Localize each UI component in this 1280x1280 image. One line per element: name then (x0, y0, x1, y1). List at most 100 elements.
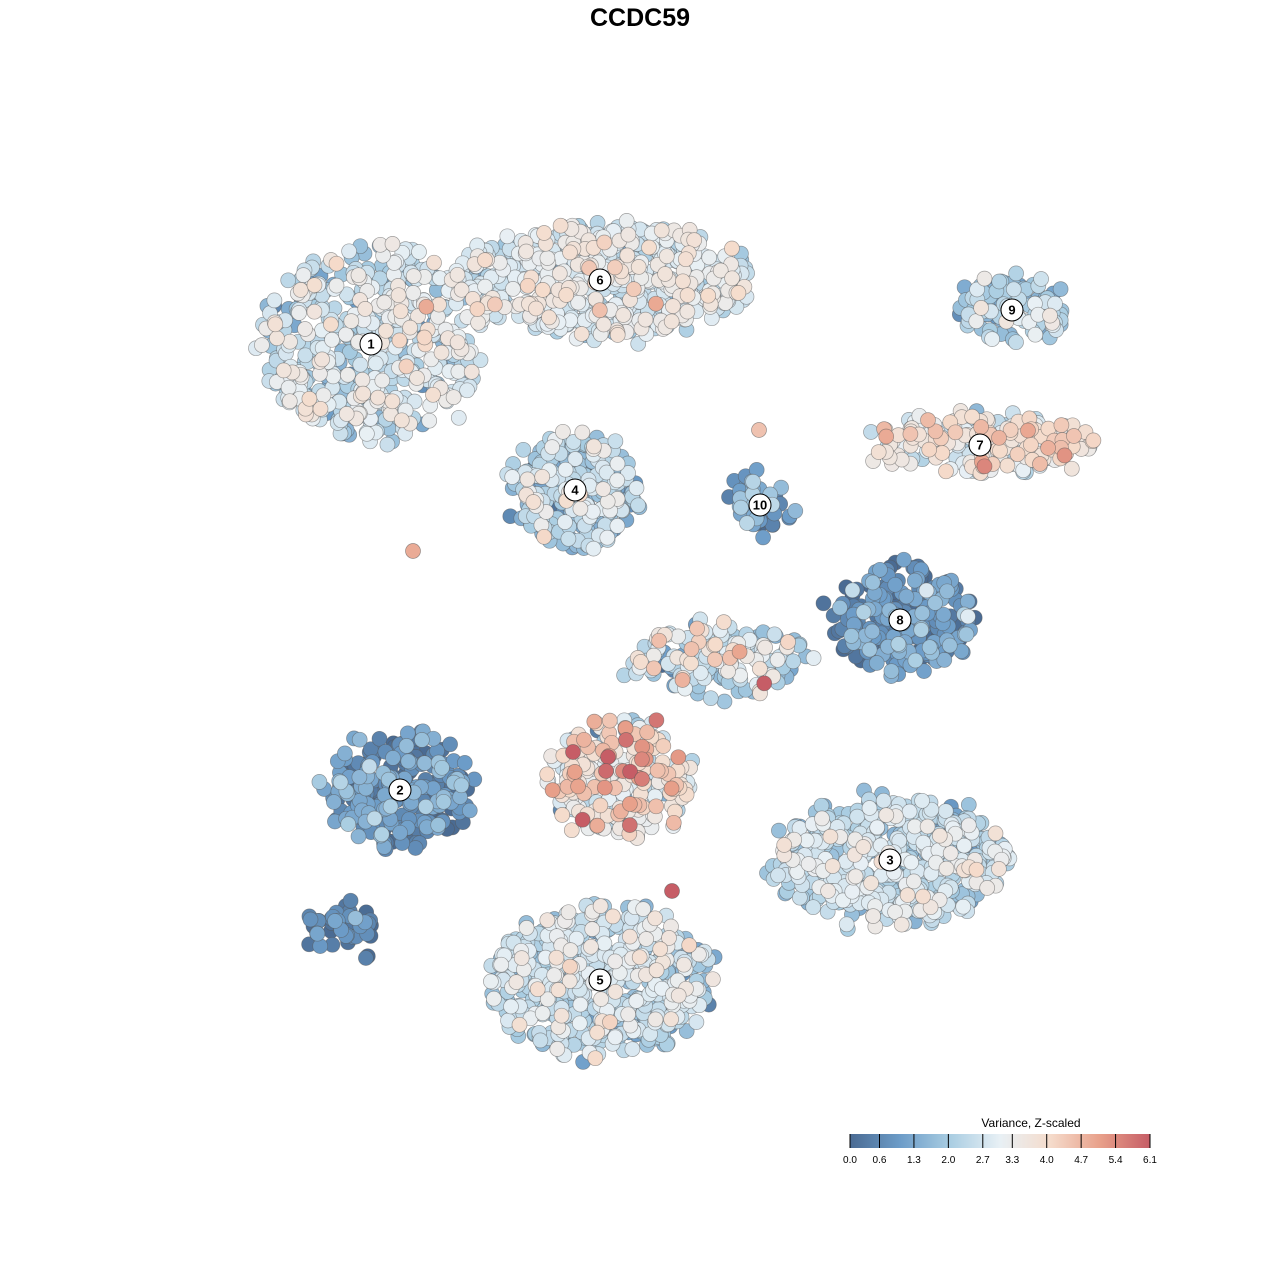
data-point (421, 412, 438, 429)
data-point (670, 987, 687, 1004)
data-point (609, 518, 626, 534)
data-point (755, 529, 771, 546)
data-point (665, 814, 682, 831)
data-point (670, 749, 687, 766)
data-point (529, 981, 546, 998)
data-point (591, 302, 608, 319)
legend-tick-label: 0.0 (843, 1155, 857, 1166)
data-point (280, 379, 297, 396)
cluster-label-6: 6 (588, 268, 612, 292)
data-point (585, 540, 602, 557)
data-point (595, 481, 612, 497)
data-point (519, 471, 536, 488)
cluster-label-3: 3 (878, 848, 902, 872)
legend-tick-label: 2.7 (976, 1155, 990, 1166)
data-point (486, 990, 502, 1007)
data-point (306, 303, 323, 320)
data-point (898, 588, 915, 605)
data-point (868, 655, 885, 671)
data-point (435, 793, 452, 810)
data-point (870, 444, 887, 460)
data-point (679, 287, 696, 303)
data-point (266, 292, 283, 309)
data-point (373, 826, 390, 843)
data-point (931, 827, 948, 844)
data-point (634, 751, 650, 768)
data-point (622, 796, 638, 812)
data-point (534, 468, 551, 485)
data-point (557, 461, 574, 478)
data-point (609, 455, 626, 472)
data-point (589, 817, 606, 834)
data-point (815, 595, 832, 612)
data-point (677, 251, 694, 268)
cluster-label-1: 1 (359, 332, 383, 356)
color-legend: Variance, Z-scaled 0.0 0.6 1.3 2.0 2.7 3.3 4.0… (843, 1116, 1157, 1166)
data-point (960, 796, 977, 813)
data-point (602, 1014, 618, 1030)
data-point (901, 803, 918, 820)
legend-tick-label: 4.0 (1040, 1155, 1054, 1166)
data-point (902, 426, 919, 442)
data-point (392, 824, 408, 841)
data-point (302, 911, 319, 928)
data-point (864, 623, 881, 640)
data-point (513, 950, 530, 966)
data-point (976, 458, 993, 475)
data-point (679, 303, 696, 320)
data-point (548, 949, 565, 966)
data-point (254, 337, 270, 353)
data-point (571, 1015, 588, 1032)
data-point (678, 1023, 695, 1039)
data-point (378, 322, 394, 339)
data-point (890, 636, 907, 652)
data-point (414, 732, 430, 748)
data-point (596, 234, 613, 251)
data-point (328, 277, 345, 294)
data-point (572, 500, 589, 517)
data-point-high (751, 422, 767, 438)
data-point (370, 389, 386, 406)
data-point (1009, 446, 1026, 463)
data-point (519, 277, 536, 294)
data-point (469, 301, 486, 317)
data-point (936, 652, 953, 668)
data-point (935, 606, 952, 623)
data-point (705, 971, 721, 988)
data-point (618, 213, 635, 229)
data-point (595, 316, 612, 333)
data-point (558, 287, 575, 303)
data-point (385, 750, 401, 766)
data-point (416, 755, 433, 772)
data-point (426, 254, 442, 271)
data-point (674, 672, 691, 688)
data-point (976, 270, 993, 287)
data-point (865, 908, 882, 924)
data-point (937, 803, 954, 819)
data-point (539, 766, 556, 783)
data-point (391, 332, 408, 349)
cluster-label-text: 8 (896, 613, 903, 628)
data-point (281, 393, 298, 410)
data-point (676, 956, 692, 973)
data-point (872, 561, 888, 578)
data-point (814, 810, 830, 827)
data-point (700, 287, 717, 304)
data-point (470, 314, 486, 331)
data-point (991, 429, 1007, 446)
data-point (430, 817, 447, 833)
data-point (938, 860, 955, 877)
data-point (342, 892, 359, 909)
data-point (338, 406, 355, 422)
data-point (724, 240, 740, 257)
data-point (625, 281, 642, 298)
data-point (433, 344, 450, 361)
data-point (720, 663, 736, 680)
data-point (562, 942, 579, 958)
data-point (267, 316, 284, 333)
data-point (630, 259, 647, 275)
data-point (915, 888, 931, 905)
data-point (534, 282, 551, 298)
data-point (895, 551, 912, 568)
